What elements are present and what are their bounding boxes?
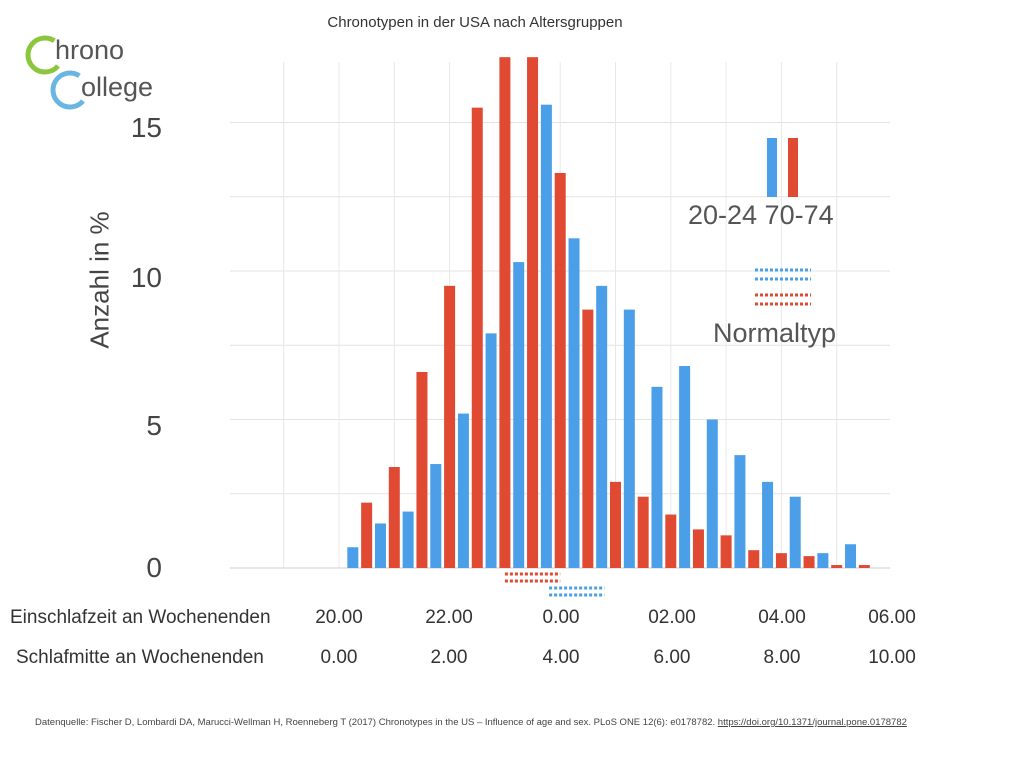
bar-70-74 [720,535,732,568]
row1-tick: 04.00 [758,607,806,628]
bar-20-24 [457,413,469,568]
row2-tick: 8.00 [763,647,801,668]
y-tick-10: 10 [130,262,162,293]
bar-20-24 [762,481,774,568]
legend-age-groups-label: 20-24 70-74 [688,200,834,230]
source-doi-link[interactable]: https://doi.org/10.1371/journal.pone.017… [717,717,907,728]
logo-word-college: ollege [81,72,154,102]
bar-20-24 [623,309,635,568]
row1-tick: 06.00 [868,607,916,628]
chart-title: Chronotypen in der USA nach Altersgruppe… [327,14,623,31]
bar-70-74 [471,107,483,569]
bar-70-74 [858,565,870,568]
bar-20-24 [679,366,691,568]
bar-70-74 [610,481,621,568]
bar-70-74 [416,371,428,568]
bar-70-74 [582,309,594,568]
y-tick-5: 5 [146,410,162,441]
chronocollege-logo: hrono ollege [22,22,182,117]
legend-swatch-20-24 [767,138,777,197]
bar-20-24 [706,419,718,568]
row2-tick: 6.00 [653,647,691,668]
bar-20-24 [789,496,801,568]
bar-70-74 [803,556,815,568]
bar-20-24 [845,544,857,568]
data-source-note: Datenquelle: Fischer D, Lombardi DA, Mar… [35,717,907,728]
bar-20-24 [817,553,829,568]
row2-tick: 2.00 [430,647,468,668]
row1-tick: 02.00 [648,607,696,628]
bar-70-74 [444,285,456,568]
bar-70-74 [527,57,539,568]
histogram-chart [230,57,890,597]
bar-20-24 [513,262,525,568]
legend-normaltyp-label: Normaltyp [713,318,837,348]
row2-tick: 0.00 [320,647,358,668]
row-label-schlafmitte: Schlafmitte an Wochenenden [16,647,264,668]
bar-20-24 [651,386,663,568]
bar-20-24 [374,523,386,568]
row-label-einschlafzeit: Einschlafzeit an Wochenenden [10,607,271,628]
bar-20-24 [402,511,414,568]
row1-tick: 0.00 [542,607,580,628]
bar-70-74 [361,502,373,568]
bar-20-24 [430,464,442,568]
row2-tick: 10.00 [868,647,916,668]
bar-20-24 [596,285,608,568]
bar-20-24 [485,333,497,568]
source-text: Datenquelle: Fischer D, Lombardi DA, Mar… [35,717,718,728]
bar-70-74 [388,467,400,568]
bar-70-74 [665,514,677,568]
row2-tick: 4.00 [542,647,580,668]
bar-70-74 [637,496,649,568]
y-tick-0: 0 [146,552,162,583]
bar-70-74 [554,172,566,569]
bar-20-24 [568,238,580,568]
logo-rings [25,35,90,110]
y-tick-15: 15 [130,112,162,143]
bar-70-74 [748,550,760,568]
row1-tick: 22.00 [425,607,473,628]
bar-20-24 [347,547,359,568]
legend-swatch-70-74 [788,138,798,197]
bar-20-24 [540,104,552,569]
bar-70-74 [775,553,787,568]
bar-20-24 [734,455,746,568]
bar-70-74 [692,529,704,568]
logo-word-chrono: hrono [55,35,125,65]
bar-70-74 [499,57,511,568]
bar-70-74 [831,565,843,568]
row1-tick: 20.00 [315,607,363,628]
